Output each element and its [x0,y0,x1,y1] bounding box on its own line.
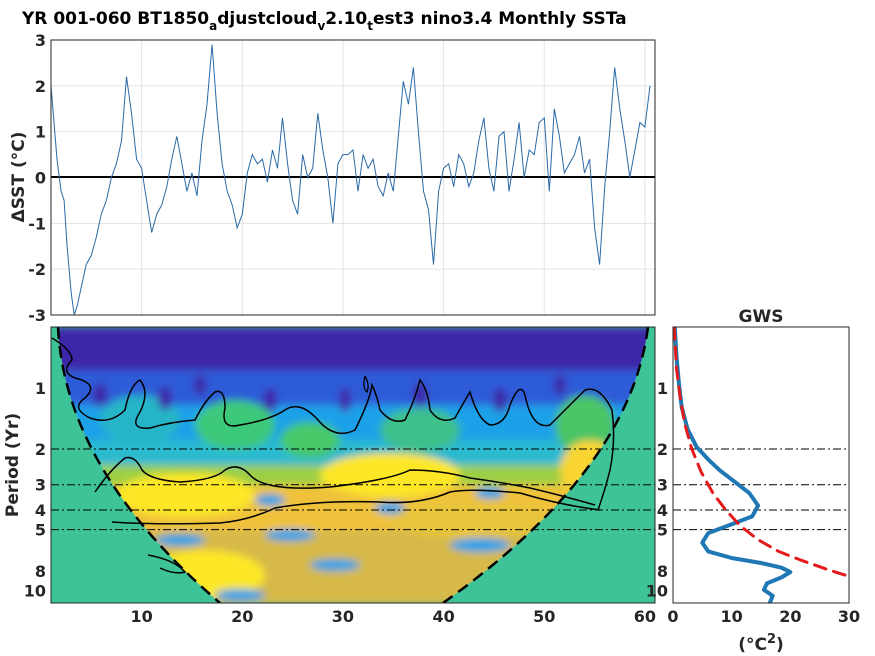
timeseries-panel: 3 2 1 0 -1 -2 -3 ΔSST (°C) [9,31,656,325]
gws-y-tick-label: 5 [657,521,668,540]
gws-y-ticks: 1 2 3 45 810 [646,379,668,601]
wavelet-y-tick-label: 10 [24,582,46,601]
timeseries-y-tick-label: -1 [28,214,46,233]
gws-x-tick-label: 0 [667,607,678,626]
wavelet-x-tick-label: 50 [533,607,555,626]
wavelet-x-tick-label: 60 [634,607,656,626]
gws-x-tick-label: 30 [838,607,860,626]
gws-x-tick-label: 20 [779,607,801,626]
wavelet-frame [50,326,656,604]
timeseries-y-tick-label: 2 [35,77,46,96]
wavelet-y-ticks: 1 2 3 45 810 [24,379,46,601]
wavelet-y-tick-label: 2 [35,440,46,459]
gws-frame [672,326,850,604]
wavelet-y-tick-label: 3 [35,476,46,495]
gws-y-tick-label: 8 [657,562,668,581]
wavelet-y-tick-label: 1 [35,379,46,398]
wavelet-y-label: Period (Yr) [3,413,23,517]
gws-y-tick-label: 1 [657,379,668,398]
gws-y-tick-label: 4 [657,501,668,520]
wavelet-x-ticks: 10 20 30 40 50 60 [130,607,656,626]
gws-y-tick-label: 3 [657,476,668,495]
wavelet-x-tick-label: 40 [432,607,454,626]
wavelet-y-tick-label: 5 [35,521,46,540]
gws-x-tick-label: 10 [721,607,743,626]
wavelet-y-tick-label: 8 [35,562,46,581]
gws-y-tick-label: 2 [657,440,668,459]
gws-significance-line [673,327,849,578]
wavelet-y-tick-label: 4 [35,501,46,520]
timeseries-y-tick-label: -2 [28,260,46,279]
timeseries-y-tick-label: 1 [35,123,46,142]
gws-axes-bg [673,327,849,603]
gws-curves [673,327,849,603]
timeseries-y-label: ΔSST (°C) [9,132,29,223]
wavelet-heatmap [51,327,655,603]
wavelet-x-tick-label: 20 [231,607,253,626]
gws-reference-lines [673,448,849,531]
chart-title: YR 001-060 BT1850adjustcloudv2.10test3 n… [21,9,627,33]
timeseries-y-tick-label: -3 [28,306,46,325]
gws-x-label: (°C2) [738,632,784,655]
gws-title: GWS [739,307,784,327]
timeseries-y-tick-label: 3 [35,31,46,50]
timeseries-frame [50,39,656,316]
sst-anomaly-line [51,44,651,315]
timeseries-y-ticks: 3 2 1 0 -1 -2 -3 [28,31,46,325]
wavelet-reference-lines [51,448,655,531]
wavelet-x-tick-label: 30 [332,607,354,626]
wavelet-x-tick-label: 10 [130,607,152,626]
timeseries-y-tick-label: 0 [35,169,46,188]
gws-x-ticks: 0 10 20 30 [667,607,860,626]
gws-y-tick-label: 10 [646,582,668,601]
